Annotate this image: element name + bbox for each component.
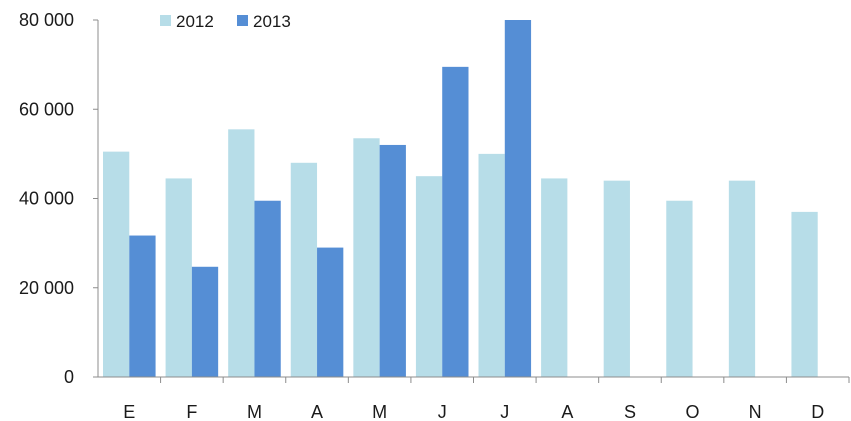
bar-2012-10 [728,180,756,377]
x-tick-label: A [561,402,573,421]
x-tick-label: S [624,402,636,421]
bar-2012-7 [541,178,568,377]
bar-2012-6 [478,153,505,377]
x-tick-label: D [811,402,824,421]
x-tick-label: A [311,402,323,421]
bar-2013-5 [442,66,469,377]
y-axis-ticks: 0 20 000 40 000 60 000 80 000 [19,10,98,387]
x-tick-label: M [247,402,262,421]
legend-label-2013: 2013 [253,12,291,31]
y-tick-label: 80 000 [19,10,74,30]
x-tick-label: M [372,402,387,421]
bar-2012-8 [603,180,630,377]
bar-2013-2 [254,200,281,377]
x-tick-label: E [123,402,135,421]
x-tick-label: J [438,402,447,421]
bar-2013-1 [191,266,219,377]
bar-2013-3 [317,247,344,377]
y-tick-label: 40 000 [19,189,74,209]
x-tick-label: J [500,402,509,421]
y-tick-label: 60 000 [19,99,74,119]
bar-2013-6 [504,20,532,377]
bar-2012-3 [290,162,318,377]
x-tick-label: N [749,402,762,421]
bar-2012-1 [165,178,192,377]
bar-2012-5 [415,176,443,377]
legend-swatch-2012 [160,15,171,26]
bar-2012-4 [353,138,380,377]
y-tick-label: 20 000 [19,278,74,298]
bar-2012-9 [666,200,693,377]
legend-swatch-2013 [237,15,248,26]
bar-2012-2 [228,129,255,377]
bars [103,20,818,377]
x-tick-label: F [186,402,197,421]
bar-2012-11 [791,211,818,377]
bar-2012-0 [103,151,130,377]
y-tick-label: 0 [64,367,74,387]
legend: 2012 2013 [160,12,291,31]
x-tick-label: O [686,402,700,421]
bar-2013-4 [379,144,406,377]
legend-label-2012: 2012 [176,12,214,31]
bar-2013-0 [129,235,156,377]
